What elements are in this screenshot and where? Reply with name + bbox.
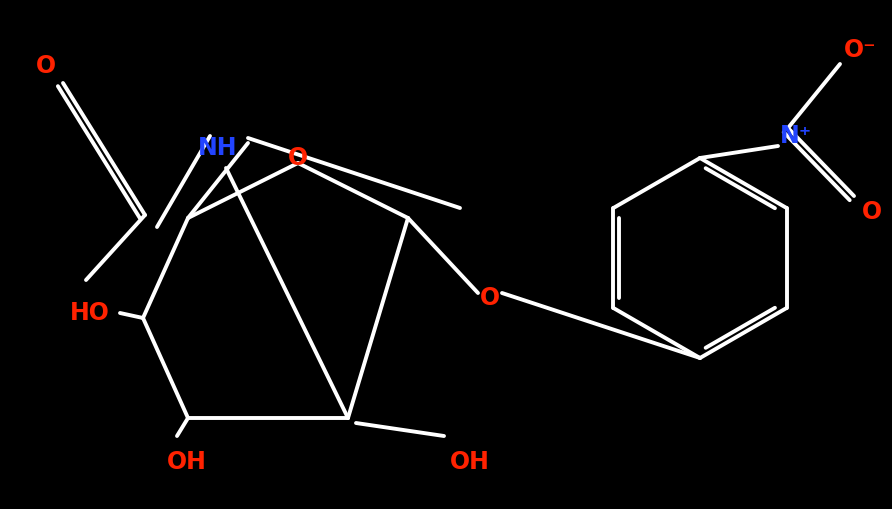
Text: O: O <box>288 146 308 170</box>
Text: OH: OH <box>450 450 490 474</box>
Text: O: O <box>36 54 56 78</box>
Text: O: O <box>862 200 882 224</box>
Text: NH: NH <box>198 136 238 160</box>
Text: N⁺: N⁺ <box>780 124 812 148</box>
Text: O⁻: O⁻ <box>844 38 876 62</box>
Text: OH: OH <box>167 450 207 474</box>
Text: O: O <box>480 286 500 310</box>
Text: HO: HO <box>70 301 110 325</box>
